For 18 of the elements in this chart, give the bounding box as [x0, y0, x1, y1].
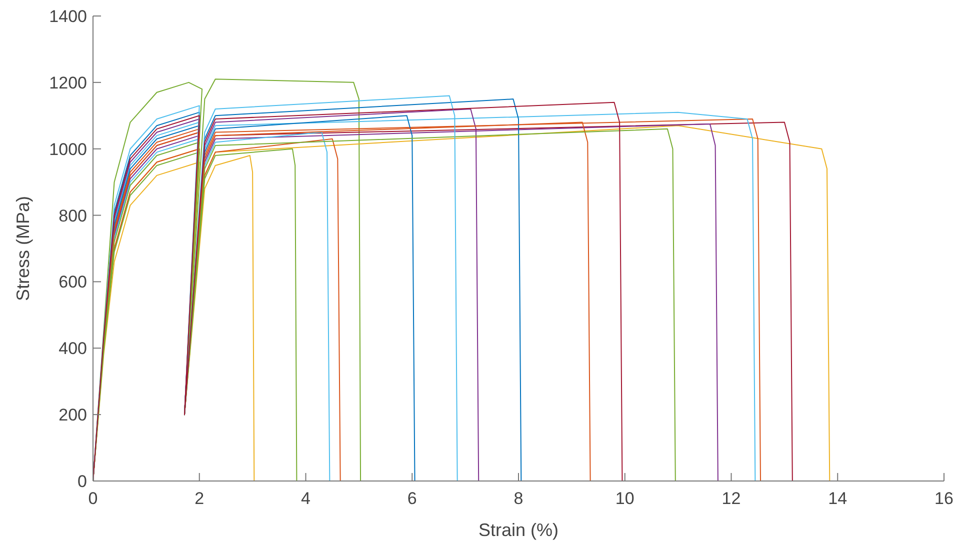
x-tick-label: 12 — [722, 489, 741, 508]
y-tick-label: 1200 — [49, 73, 87, 92]
y-tick-label: 1400 — [49, 7, 87, 26]
y-tick-label: 200 — [58, 406, 87, 425]
y-tick-label: 1000 — [49, 140, 87, 159]
x-tick-label: 14 — [828, 489, 848, 508]
y-axis-title: Stress (MPa) — [13, 196, 33, 302]
x-tick-label: 16 — [934, 489, 954, 508]
x-tick-label: 10 — [615, 489, 634, 508]
y-tick-label: 400 — [58, 339, 87, 358]
x-tick-label: 6 — [407, 489, 417, 508]
y-tick-label: 800 — [58, 206, 87, 226]
x-tick-label: 8 — [514, 489, 524, 508]
y-tick-label: 0 — [78, 472, 87, 491]
x-axis-title: Strain (%) — [478, 520, 559, 540]
x-tick-label: 4 — [301, 489, 310, 508]
y-tick-label: 600 — [58, 272, 87, 292]
x-tick-label: 2 — [194, 489, 204, 508]
